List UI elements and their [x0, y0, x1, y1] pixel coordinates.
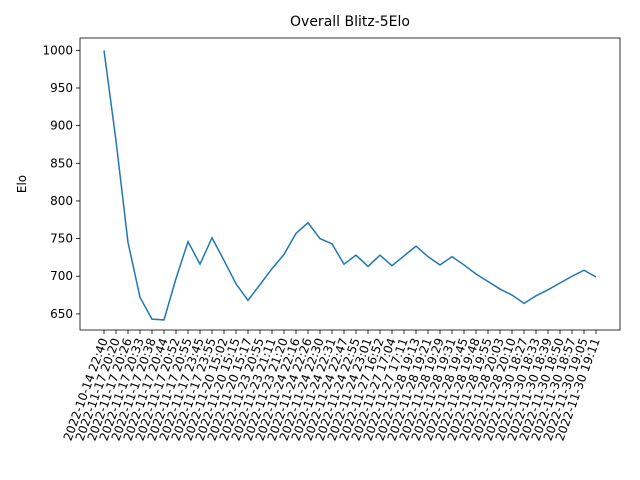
y-tick-label: 1000 [42, 43, 73, 57]
y-axis-label: Elo [15, 175, 29, 193]
y-tick-label: 800 [50, 194, 73, 208]
y-tick-label: 850 [50, 156, 73, 170]
y-tick-label: 650 [50, 307, 73, 321]
y-tick-label: 750 [50, 232, 73, 246]
plot-frame [79, 37, 621, 331]
y-tick-label: 700 [50, 269, 73, 283]
y-tick-label: 950 [50, 81, 73, 95]
line-series [103, 50, 597, 321]
y-tick-label: 900 [50, 119, 73, 133]
chart-title: Overall Blitz-5Elo [290, 14, 410, 30]
